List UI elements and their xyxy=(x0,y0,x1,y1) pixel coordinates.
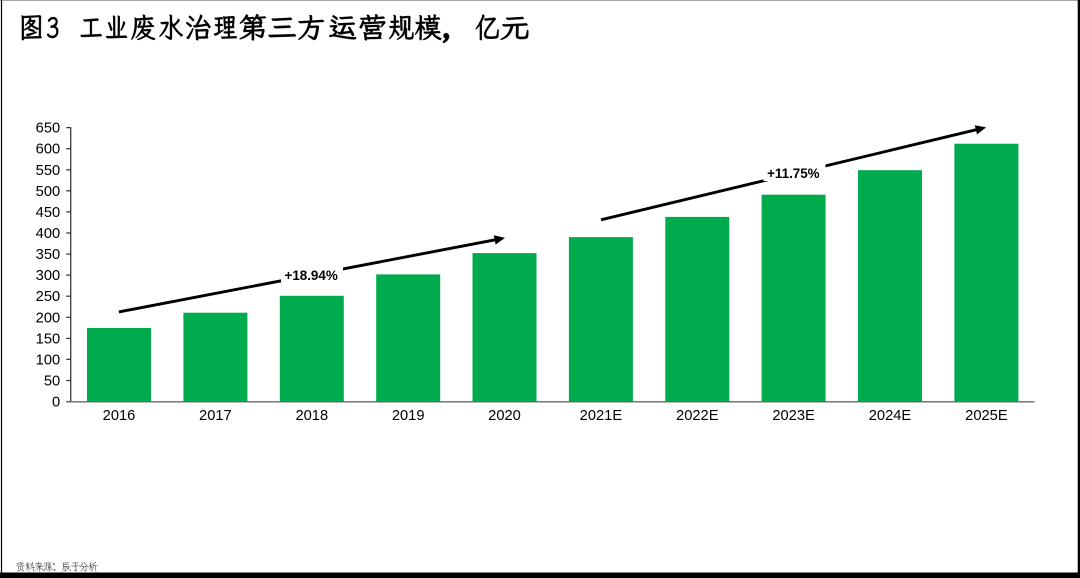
svg-text:2019: 2019 xyxy=(392,408,425,424)
svg-text:2018: 2018 xyxy=(295,408,328,424)
svg-text:0: 0 xyxy=(52,395,60,411)
svg-text:2024E: 2024E xyxy=(869,408,912,424)
svg-text:+18.94%: +18.94% xyxy=(285,268,338,283)
svg-text:2022E: 2022E xyxy=(676,408,719,424)
svg-text:250: 250 xyxy=(36,289,61,305)
svg-text:100: 100 xyxy=(36,352,61,368)
svg-text:600: 600 xyxy=(36,142,61,158)
svg-text:550: 550 xyxy=(36,163,61,179)
svg-text:+11.75%: +11.75% xyxy=(767,166,820,181)
svg-text:2025E: 2025E xyxy=(965,408,1008,424)
svg-text:2020: 2020 xyxy=(488,408,521,424)
svg-text:2017: 2017 xyxy=(199,408,232,424)
svg-text:300: 300 xyxy=(36,268,61,284)
svg-text:200: 200 xyxy=(36,310,61,326)
svg-text:500: 500 xyxy=(36,184,61,200)
svg-text:2021E: 2021E xyxy=(580,408,623,424)
svg-text:450: 450 xyxy=(36,205,61,221)
svg-text:400: 400 xyxy=(36,226,61,242)
svg-text:2016: 2016 xyxy=(103,408,136,424)
svg-text:650: 650 xyxy=(36,121,61,137)
svg-text:150: 150 xyxy=(36,331,61,347)
svg-text:50: 50 xyxy=(44,374,60,390)
svg-text:2023E: 2023E xyxy=(772,408,815,424)
svg-text:350: 350 xyxy=(36,247,61,263)
